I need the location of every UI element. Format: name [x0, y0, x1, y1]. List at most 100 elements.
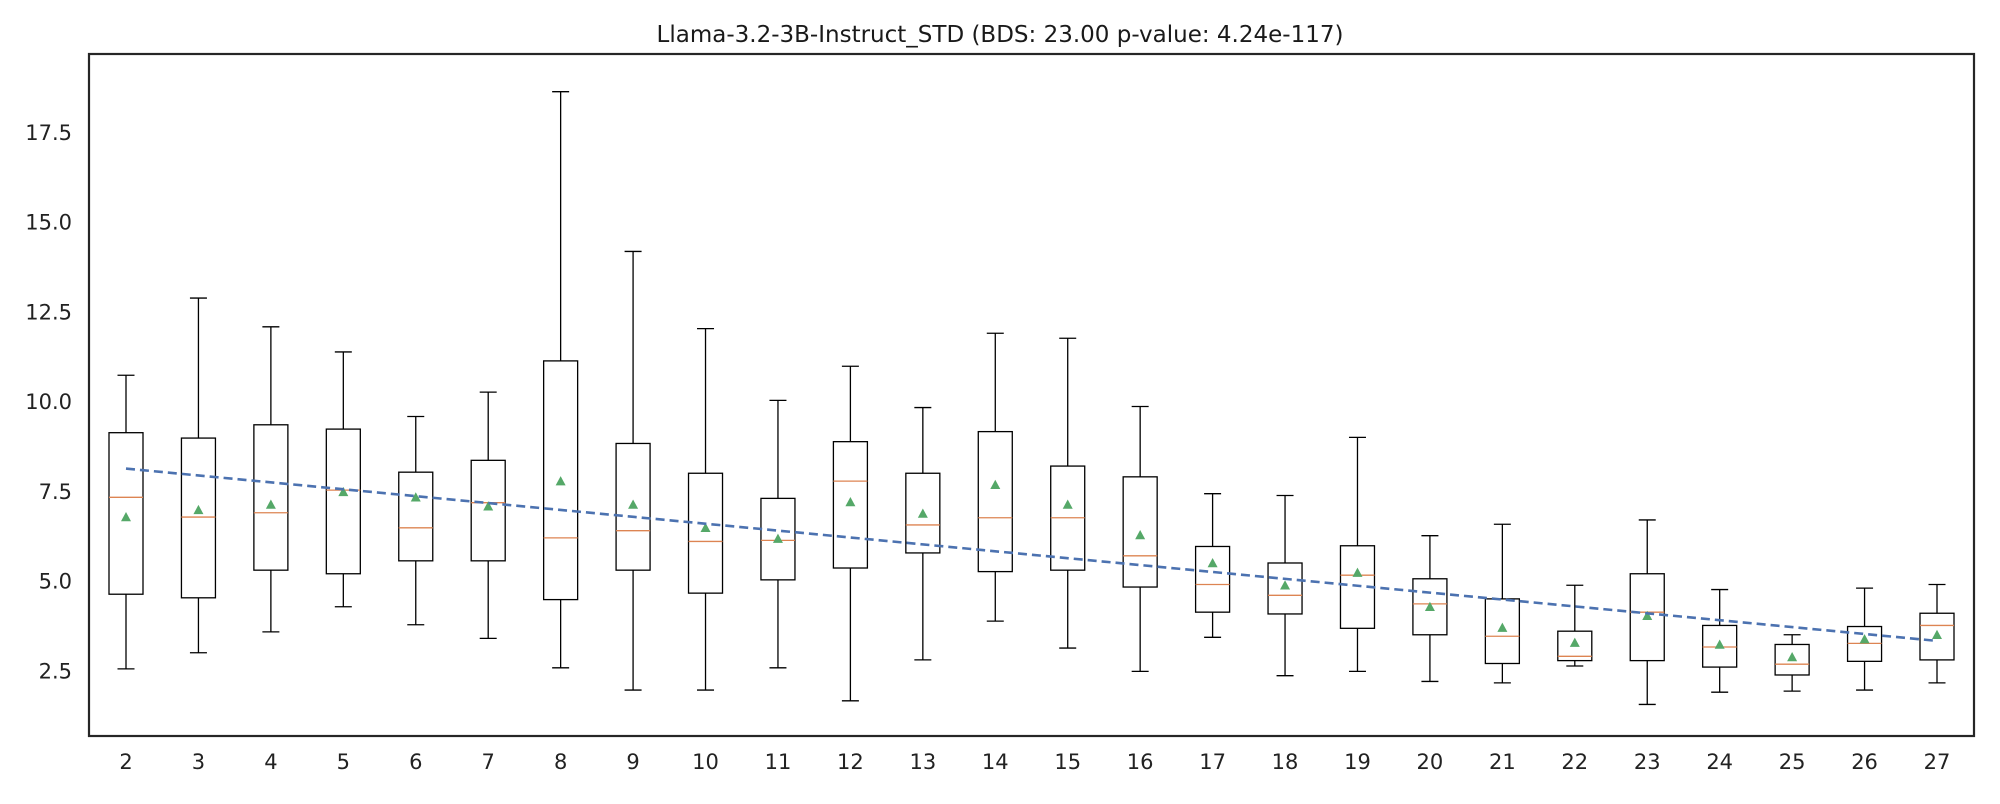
mean-marker [1932, 629, 1942, 640]
box-iqr [1702, 624, 1738, 668]
mean-marker [772, 533, 783, 543]
box-group [1412, 535, 1448, 683]
x-axis: 2 3 4 5 6 7 8 9 10 11 12 13 14 15 16 17 18 19 20 21 22 23 24 25… [119, 750, 1950, 774]
box-iqr [1194, 545, 1231, 613]
x-tick-label: 25 [1779, 750, 1806, 774]
box-group [1629, 519, 1665, 706]
x-tick-label: 2 [119, 750, 132, 774]
x-tick-label: 5 [337, 750, 350, 774]
x-tick-label: 6 [409, 750, 422, 774]
mean-marker [990, 479, 1001, 489]
boxes [108, 91, 1955, 706]
x-tick-label: 10 [692, 750, 719, 774]
y-tick-label: 15.0 [25, 211, 72, 235]
x-tick-label: 20 [1417, 750, 1444, 774]
box-group [398, 415, 434, 626]
box-group [832, 365, 869, 702]
mean-marker [1787, 652, 1798, 662]
box-group [760, 399, 796, 669]
mean-marker [1280, 580, 1291, 590]
x-tick-label: 8 [554, 750, 567, 774]
box-iqr [180, 437, 217, 599]
mean-marker [338, 486, 349, 497]
box-iqr [470, 459, 506, 562]
box-group [977, 332, 1013, 622]
box-iqr [542, 360, 579, 601]
box-iqr [760, 497, 796, 581]
box-group [1339, 436, 1376, 673]
trend [125, 467, 1938, 643]
box-group [1194, 493, 1231, 638]
box-group [905, 406, 941, 661]
box-iqr [1267, 562, 1303, 615]
box-group [615, 250, 651, 691]
box-iqr [687, 472, 724, 594]
mean-marker [1642, 610, 1653, 621]
mean-marker [1135, 529, 1146, 540]
x-tick-label: 12 [837, 750, 864, 774]
mean-marker [193, 504, 204, 515]
box-iqr [108, 432, 144, 595]
box-iqr [1557, 630, 1593, 662]
x-tick-label: 4 [264, 750, 277, 774]
x-tick-label: 9 [626, 750, 639, 774]
box-group [1846, 587, 1883, 691]
box-iqr [398, 471, 434, 562]
mean-marker [700, 522, 711, 533]
mean-marker [917, 508, 928, 518]
y-tick-label: 17.5 [25, 121, 72, 145]
box-group [470, 391, 506, 640]
box-iqr [1122, 476, 1158, 588]
x-tick-label: 7 [482, 750, 495, 774]
box-iqr [1484, 598, 1521, 665]
chart-title: Llama-3.2-3B-Instruct_STD (BDS: 23.00 p-… [656, 22, 1344, 48]
x-tick-label: 22 [1561, 750, 1588, 774]
y-tick-label: 5.0 [39, 570, 72, 594]
box-iqr [905, 472, 941, 554]
box-iqr [1629, 573, 1665, 662]
mean-marker [483, 501, 494, 511]
x-tick-label: 3 [192, 750, 205, 774]
mean-marker [1062, 499, 1073, 509]
box-group [108, 374, 144, 670]
box-group [180, 297, 217, 654]
x-tick-label: 18 [1272, 750, 1299, 774]
box-iqr [977, 430, 1013, 573]
x-tick-label: 21 [1489, 750, 1516, 774]
mean-marker [1714, 639, 1725, 649]
box-group [1050, 337, 1086, 649]
box-group [1122, 405, 1158, 673]
box-iqr [615, 442, 651, 571]
x-tick-label: 23 [1634, 750, 1661, 774]
x-tick-label: 26 [1851, 750, 1878, 774]
x-tick-label: 27 [1924, 750, 1951, 774]
box-group [325, 351, 361, 608]
mean-marker [1207, 557, 1218, 568]
box-group [1919, 583, 1955, 684]
y-tick-label: 2.5 [39, 659, 72, 683]
mean-marker [845, 496, 856, 507]
box-group [253, 326, 289, 633]
mean-marker [1859, 634, 1870, 644]
box-iqr [1412, 578, 1448, 636]
mean-marker [265, 499, 276, 509]
mean-marker [1424, 601, 1435, 612]
y-axis: 2.5 5.0 7.5 10.0 12.5 15.0 17.5 [25, 121, 72, 683]
y-tick-label: 10.0 [25, 390, 72, 414]
mean-marker [410, 492, 421, 502]
box-iqr [1774, 643, 1810, 676]
y-tick-label: 12.5 [25, 300, 72, 324]
mean-marker [121, 512, 131, 522]
y-tick-label: 7.5 [39, 480, 72, 504]
box-group [1702, 588, 1738, 693]
box-group [1484, 523, 1521, 684]
box-iqr [325, 428, 361, 575]
mean-marker [1352, 567, 1363, 577]
x-tick-label: 16 [1127, 750, 1154, 774]
x-tick-label: 24 [1706, 750, 1733, 774]
trend-line [125, 467, 1938, 643]
box-iqr [253, 424, 289, 571]
plot-frame [87, 52, 1976, 738]
